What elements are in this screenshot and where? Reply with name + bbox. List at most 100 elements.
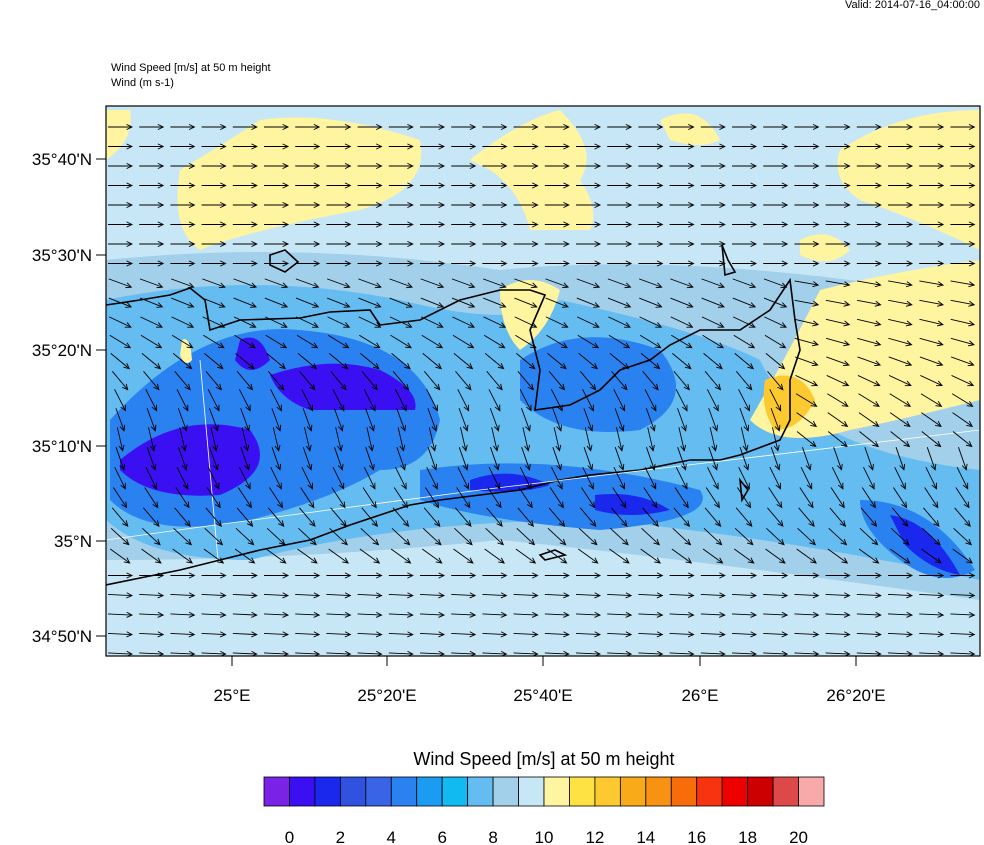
wind-arrow <box>110 528 130 546</box>
wind-arrow <box>457 389 470 412</box>
wind-arrow <box>735 507 753 527</box>
wind-arrow <box>825 631 851 638</box>
wind-arrow <box>420 182 446 189</box>
wind-arrow <box>521 447 531 471</box>
wind-arrow <box>357 123 383 131</box>
wind-arrow <box>607 278 632 289</box>
wind-arrow <box>295 278 320 289</box>
wind-arrow <box>669 631 695 638</box>
wind-arrow <box>551 467 563 490</box>
wind-arrow <box>950 572 976 579</box>
wind-arrow <box>205 370 222 391</box>
wind-arrow <box>833 447 843 471</box>
axes: 35°40'N 35°30'N 35°20'N 35°10'N 35°N 34°50'N 2… <box>32 150 886 705</box>
wind-arrow <box>638 240 664 248</box>
colorbar-box <box>263 776 290 807</box>
wind-arrow <box>669 182 695 189</box>
wind-arrow <box>763 162 789 170</box>
lat-label: 35°10'N <box>32 437 92 456</box>
wind-arrow <box>108 162 134 170</box>
wind-arrow <box>357 611 383 618</box>
wind-arrow <box>232 162 258 170</box>
wind-arrow <box>263 631 290 638</box>
wind-arrow <box>799 487 814 509</box>
wind-arrow <box>763 278 788 289</box>
wind-arrow <box>232 611 258 618</box>
wind-arrow <box>296 316 319 328</box>
wind-arrow <box>114 467 126 490</box>
wind-arrow <box>863 467 875 490</box>
wind-arrow <box>326 221 352 228</box>
wind-arrow <box>513 260 539 267</box>
wind-arrow <box>669 201 695 209</box>
wind-arrow <box>828 528 848 546</box>
wind-arrow <box>825 337 851 347</box>
wind-arrow <box>825 162 851 170</box>
wind-arrow <box>919 240 945 248</box>
wind-arrow <box>763 572 789 579</box>
wind-arrow <box>139 278 164 289</box>
wind-arrow <box>332 389 345 412</box>
wind-arrow <box>388 123 414 131</box>
wind-arrow <box>179 427 187 452</box>
wind-arrow <box>707 467 719 490</box>
wind-arrow <box>544 260 570 267</box>
wind-arrow <box>577 334 600 349</box>
wind-arrow <box>366 427 375 452</box>
wind-arrow <box>576 316 600 328</box>
wind-arrow <box>482 123 508 131</box>
wind-arrow <box>678 427 687 452</box>
wind-arrow <box>638 143 664 150</box>
wind-arrow <box>763 631 789 638</box>
wind-arrow <box>396 447 406 471</box>
wind-arrow <box>670 297 694 308</box>
wind-arrow <box>422 352 443 370</box>
wind-arrow <box>333 408 344 432</box>
wind-arrow <box>451 123 477 131</box>
wind-arrow <box>146 447 157 471</box>
colorbar-title: Wind Speed [m/s] at 50 m height <box>413 749 674 769</box>
wind-arrow <box>362 487 377 509</box>
wind-arrow <box>856 299 882 307</box>
wind-arrow <box>357 240 383 248</box>
wind-arrow <box>451 240 477 248</box>
wind-arrow <box>950 143 976 150</box>
lon-label: 25°20'E <box>357 686 416 705</box>
wind-arrow <box>703 352 723 370</box>
wind-arrow <box>858 393 880 407</box>
wind-arrow <box>264 260 290 267</box>
wind-arrow <box>578 548 599 564</box>
wind-arrow <box>546 334 568 349</box>
wind-arrow <box>388 162 414 170</box>
wind-arrow <box>295 297 320 308</box>
wind-arrow <box>513 221 539 228</box>
wind-arrow <box>456 487 471 509</box>
wind-arrow <box>794 240 820 248</box>
wind-arrow <box>767 370 784 391</box>
wind-arrow <box>763 221 789 228</box>
wind-arrow <box>677 447 687 471</box>
wind-arrow <box>888 221 914 228</box>
wind-arrow <box>794 162 820 170</box>
wind-arrow <box>772 427 780 452</box>
wind-arrow <box>671 334 693 349</box>
wind-arrow <box>108 221 134 228</box>
wind-arrow <box>269 487 284 509</box>
wind-arrow <box>202 278 226 289</box>
wind-arrow <box>272 427 281 452</box>
wind-arrow <box>482 201 508 209</box>
wind-arrow <box>919 201 945 209</box>
wind-arrow <box>451 201 477 209</box>
wind-arrow <box>108 572 134 579</box>
plot-title: Wind Speed [m/s] at 50 m height <box>111 62 271 74</box>
wind-arrow <box>794 337 819 347</box>
wind-arrow <box>794 611 820 618</box>
wind-arrow <box>423 370 441 391</box>
wind-arrow <box>484 352 505 370</box>
wind-arrow <box>143 507 160 527</box>
wind-arrow <box>107 611 134 618</box>
wind-arrow <box>295 240 321 248</box>
colorbar-box <box>365 776 392 807</box>
wind-arrow <box>952 548 973 564</box>
